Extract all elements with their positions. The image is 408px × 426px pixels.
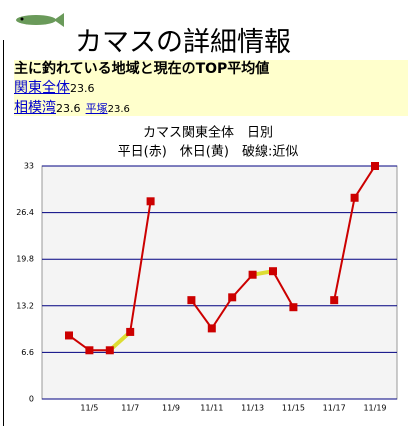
x-tick-label: 11/15 xyxy=(282,404,305,413)
y-tick-label: 6.6 xyxy=(21,348,34,357)
point xyxy=(248,270,257,279)
point xyxy=(85,346,94,355)
point xyxy=(289,303,298,312)
region-main: 関東全体23.6 xyxy=(14,78,408,98)
point xyxy=(105,346,114,355)
x-tick-label: 11/13 xyxy=(241,404,264,413)
region-heading: 主に釣れている地域と現在のTOP平均値 xyxy=(14,61,270,77)
spot-value: 23.6 xyxy=(107,104,130,115)
point xyxy=(126,327,135,336)
point xyxy=(269,267,277,276)
point xyxy=(207,324,216,333)
region-value: 23.6 xyxy=(56,102,81,115)
y-tick-label: 0 xyxy=(29,395,34,404)
x-tick-label: 11/9 xyxy=(162,404,180,413)
plot-area xyxy=(41,165,398,400)
chart-subtitle: 平日(赤) 休日(黄) 破線:近似 xyxy=(118,144,299,160)
y-tick-label: 19.8 xyxy=(16,255,34,264)
point xyxy=(187,296,196,305)
x-tick-label: 11/11 xyxy=(200,404,223,413)
point xyxy=(65,331,73,340)
x-tick-label: 11/5 xyxy=(80,404,98,413)
region-sub: 相模湾23.6 平塚23.6 xyxy=(14,98,408,119)
x-tick-label: 11/7 xyxy=(121,404,139,413)
point xyxy=(371,162,379,170)
point xyxy=(228,293,237,302)
x-tick-label: 11/19 xyxy=(363,404,386,413)
page-edge xyxy=(3,40,4,426)
region-link[interactable]: 関東全体 xyxy=(14,80,70,96)
spot-link[interactable]: 平塚 xyxy=(85,102,108,115)
y-tick-label: 26.4 xyxy=(16,208,34,217)
series-line xyxy=(190,270,295,331)
point xyxy=(350,193,359,202)
page-title: カマスの詳細情報 xyxy=(75,27,291,58)
y-tick-label: 33 xyxy=(24,162,34,171)
region-link[interactable]: 相模湾 xyxy=(14,100,56,116)
point xyxy=(146,197,155,206)
y-tick-label: 13.2 xyxy=(16,301,34,310)
fish-icon xyxy=(16,13,64,27)
region-box: 主に釣れている地域と現在のTOP平均値 関東全体23.6 相模湾23.6 平塚2… xyxy=(14,60,408,116)
region-value: 23.6 xyxy=(70,82,95,95)
point xyxy=(330,296,339,305)
x-tick-label: 11/17 xyxy=(323,404,346,413)
chart-title: カマス関東全体 日別 xyxy=(143,125,273,141)
